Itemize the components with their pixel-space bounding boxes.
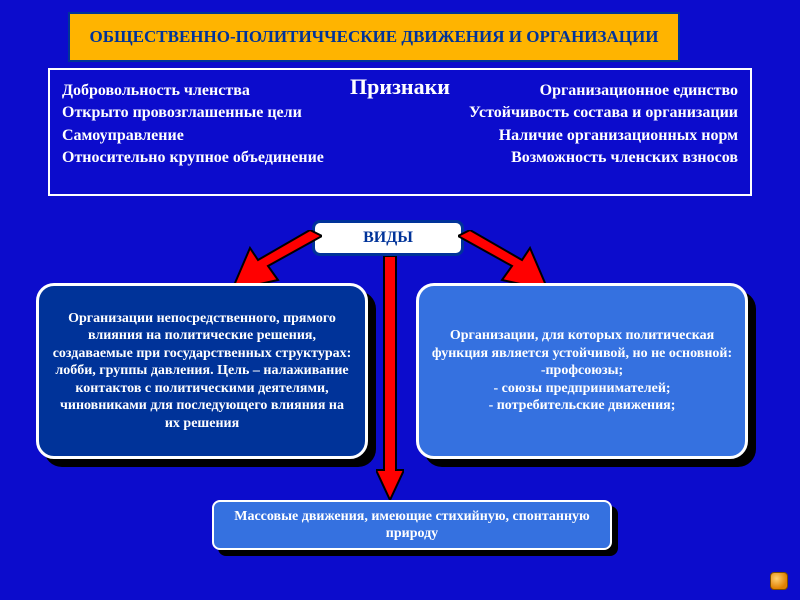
right-panel-line: - потребительские движения; bbox=[489, 398, 676, 413]
signs-left-item: Открыто провозглашенные цели bbox=[62, 102, 402, 124]
left-panel-text: Организации непосредственного, прямого в… bbox=[51, 310, 353, 433]
types-label: ВИДЫ bbox=[363, 229, 413, 246]
right-panel: Организации, для которых политическая фу… bbox=[416, 283, 748, 459]
right-panel-line: - союзы предпринимателей; bbox=[493, 381, 670, 396]
left-panel: Организации непосредственного, прямого в… bbox=[36, 283, 368, 459]
right-panel-line: -профсоюзы; bbox=[541, 363, 623, 378]
signs-right-item: Устойчивость состава и организации bbox=[398, 102, 738, 124]
corner-button-icon bbox=[770, 572, 788, 590]
bottom-panel-text: Массовые движения, имеющие стихийную, сп… bbox=[224, 508, 600, 543]
right-panel-line: Организации, для которых политическая фу… bbox=[432, 328, 732, 361]
signs-right-item: Наличие организационных норм bbox=[398, 125, 738, 147]
arrow-down-left-icon bbox=[232, 230, 322, 290]
signs-right-item: Организационное единство bbox=[398, 80, 738, 102]
main-title-text: ОБЩЕСТВЕННО-ПОЛИТИЧЧЕСКИЕ ДВИЖЕНИЯ И ОРГ… bbox=[90, 27, 659, 47]
signs-right-list: Организационное единство Устойчивость со… bbox=[398, 80, 738, 170]
left-panel-body: Организации непосредственного, прямого в… bbox=[36, 283, 368, 459]
bottom-panel: Массовые движения, имеющие стихийную, сп… bbox=[212, 500, 612, 550]
arrow-down-icon bbox=[376, 256, 404, 500]
main-title: ОБЩЕСТВЕННО-ПОЛИТИЧЧЕСКИЕ ДВИЖЕНИЯ И ОРГ… bbox=[68, 12, 680, 62]
signs-left-item: Относительно крупное объединение bbox=[62, 147, 402, 169]
arrow-down-right-icon bbox=[458, 230, 548, 290]
right-panel-text: Организации, для которых политическая фу… bbox=[431, 327, 733, 415]
right-panel-body: Организации, для которых политическая фу… bbox=[416, 283, 748, 459]
signs-box: Признаки Добровольность членства Открыто… bbox=[48, 68, 752, 196]
signs-right-item: Возможность членских взносов bbox=[398, 147, 738, 169]
signs-left-item: Добровольность членства bbox=[62, 80, 402, 102]
signs-left-list: Добровольность членства Открыто провозгл… bbox=[62, 80, 402, 170]
types-box: ВИДЫ bbox=[312, 220, 464, 256]
signs-left-item: Самоуправление bbox=[62, 125, 402, 147]
bottom-panel-body: Массовые движения, имеющие стихийную, сп… bbox=[212, 500, 612, 550]
